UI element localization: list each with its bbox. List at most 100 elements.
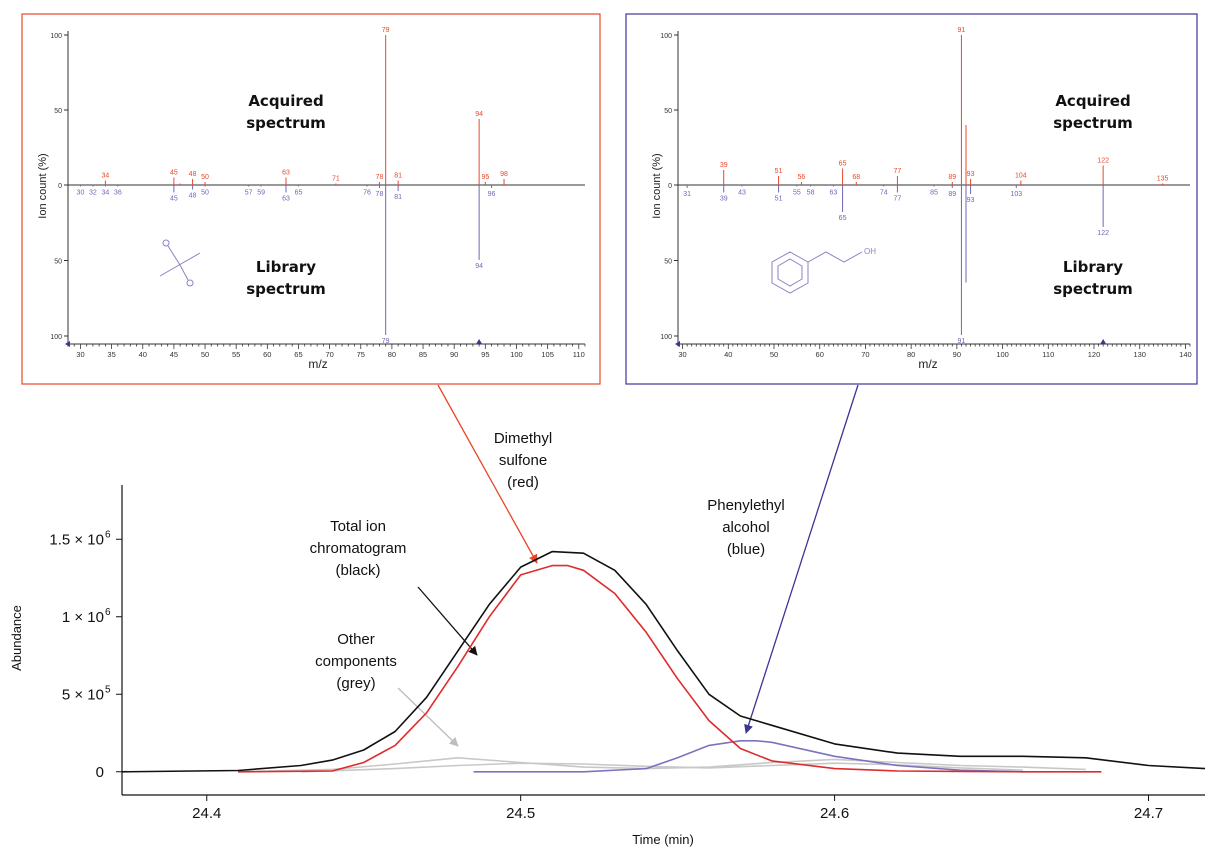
x-tick-label: 105 bbox=[541, 350, 554, 359]
x-tick-label: 40 bbox=[139, 350, 147, 359]
annotation-line: sulfone bbox=[499, 452, 547, 469]
dimethyl-sulfone-structure bbox=[159, 239, 201, 287]
phenylethyl-alcohol-structure bbox=[771, 251, 863, 294]
annotation-line: components bbox=[315, 653, 397, 670]
library-label-line2: spectrum bbox=[1053, 280, 1133, 298]
annotation-line: (red) bbox=[507, 474, 539, 491]
annotation-line: Dimethyl bbox=[494, 430, 552, 447]
library-peak-label: 122 bbox=[1097, 230, 1109, 237]
y-tick-label: 100 bbox=[50, 33, 62, 40]
library-peak-label: 78 bbox=[376, 191, 384, 198]
x-tick-label: 35 bbox=[107, 350, 115, 359]
panel-border bbox=[21, 13, 601, 385]
y-axis-label: Abundance bbox=[9, 605, 24, 671]
y-tick-label: 0 bbox=[96, 764, 104, 781]
x-tick-label: 90 bbox=[450, 350, 458, 359]
chromatogram-series bbox=[121, 550, 1206, 773]
library-peak-label: 51 bbox=[775, 196, 783, 203]
y-tick-label: 1 × 10 bbox=[62, 609, 104, 626]
annotation-line: (blue) bbox=[727, 541, 765, 558]
library-peak-label: 89 bbox=[948, 191, 956, 198]
library-peak-label: 50 bbox=[201, 190, 209, 197]
annotation-line: (black) bbox=[335, 562, 380, 579]
annotation-line: alcohol bbox=[722, 519, 770, 536]
library-peak-label: 48 bbox=[189, 193, 197, 200]
acquired-peak-label: 122 bbox=[1097, 158, 1109, 165]
peak-labels: 39 51 56 65 68 77 89 91 93 104 122 135 31 39 43 51 55 58 6… bbox=[683, 27, 1168, 345]
x-tick-label: 100 bbox=[510, 350, 523, 359]
y-tick-exponent: 6 bbox=[105, 529, 111, 540]
library-peak-label: 55 bbox=[793, 190, 801, 197]
y-tick-label: 100 bbox=[660, 334, 672, 341]
library-peak-label: 77 bbox=[894, 196, 902, 203]
acquired-peak-label: 93 bbox=[967, 171, 975, 178]
acquired-peak-label: 48 bbox=[189, 171, 197, 178]
arrow-panel-to-phenylethyl-peak bbox=[744, 384, 859, 734]
axis-start-marker bbox=[65, 341, 70, 347]
acquired-peak-label: 68 bbox=[852, 174, 860, 181]
acquired-peak-label: 81 bbox=[394, 173, 402, 180]
y-tick-label: 5 × 10 bbox=[62, 686, 104, 703]
acquired-peak-label: 56 bbox=[798, 174, 806, 181]
library-peak-label: 94 bbox=[475, 263, 483, 270]
annotation-line: Phenylethyl bbox=[707, 497, 785, 514]
y-tick-label: 50 bbox=[664, 108, 672, 115]
x-tick-label: 24.6 bbox=[820, 805, 849, 822]
y-tick-exponent: 5 bbox=[105, 684, 111, 695]
acquired-peak-label: 63 bbox=[282, 170, 290, 177]
annotation-tic: Total ion chromatogram (black) bbox=[310, 518, 407, 579]
x-tick-label: 130 bbox=[1133, 350, 1146, 359]
x-tick-label: 100 bbox=[996, 350, 1009, 359]
y-tick-label: 50 bbox=[54, 108, 62, 115]
y-tick-label: 0 bbox=[668, 183, 672, 190]
acquired-peak-label: 89 bbox=[948, 174, 956, 181]
x-tick-label: 24.4 bbox=[192, 805, 221, 822]
annotation-line: Other bbox=[337, 631, 375, 648]
y-tick-label: 50 bbox=[664, 259, 672, 266]
x-tick-label: 65 bbox=[294, 350, 302, 359]
x-tick-label: 90 bbox=[953, 350, 961, 359]
arrow-tic bbox=[417, 586, 478, 656]
library-peak-label: 76 bbox=[363, 190, 371, 197]
acquired-label-line1: Acquired bbox=[1055, 92, 1130, 110]
axis-start-marker bbox=[675, 341, 680, 347]
y-tick-label: 50 bbox=[54, 259, 62, 266]
library-peak-label: 39 bbox=[720, 196, 728, 203]
annotation-dimethyl-sulfone: Dimethyl sulfone (red) bbox=[494, 430, 552, 491]
x-tick-label: 50 bbox=[201, 350, 209, 359]
acquired-peak-label: 79 bbox=[382, 27, 390, 34]
annotation-line: chromatogram bbox=[310, 540, 407, 557]
annotation-line: (grey) bbox=[336, 675, 375, 692]
annotation-line: Total ion bbox=[330, 518, 386, 535]
annotation-other-components: Other components (grey) bbox=[315, 631, 397, 692]
library-peak-label: 57 bbox=[245, 190, 253, 197]
x-tick-label: 50 bbox=[770, 350, 778, 359]
y-tick-label: 0 bbox=[58, 183, 62, 190]
acquired-peak-label: 95 bbox=[481, 174, 489, 181]
hydroxyl-label: OH bbox=[864, 247, 876, 256]
acquired-peak-label: 50 bbox=[201, 174, 209, 181]
library-peak-label: 58 bbox=[807, 190, 815, 197]
library-peak-label: 79 bbox=[382, 338, 390, 345]
x-tick-label: 70 bbox=[861, 350, 869, 359]
arrow-other-components bbox=[397, 687, 459, 747]
library-label-line1: Library bbox=[256, 258, 316, 276]
library-peak-label: 65 bbox=[839, 215, 847, 222]
acquired-peak-label: 94 bbox=[475, 111, 483, 118]
library-label-line1: Library bbox=[1063, 258, 1123, 276]
x-tick-label: 80 bbox=[388, 350, 396, 359]
x-tick-label: 45 bbox=[170, 350, 178, 359]
acquired-peak-label: 71 bbox=[332, 176, 340, 183]
library-peak-label: 30 bbox=[77, 190, 85, 197]
x-tick-label: 40 bbox=[724, 350, 732, 359]
library-peak-label: 34 bbox=[101, 190, 109, 197]
y-tick-label: 100 bbox=[50, 334, 62, 341]
y-tick-label: 1.5 × 10 bbox=[49, 531, 104, 548]
x-tick-label: 30 bbox=[76, 350, 84, 359]
library-peak-label: 96 bbox=[488, 191, 496, 198]
chromatogram-axes: 24.4 24.5 24.6 24.705 × 10 51 × 10 61.5 × 10 6 bbox=[49, 485, 1205, 822]
x-tick-label: 30 bbox=[678, 350, 686, 359]
acquired-peak-label: 77 bbox=[894, 168, 902, 175]
series-line bbox=[300, 762, 1023, 773]
library-peak-label: 65 bbox=[295, 190, 303, 197]
